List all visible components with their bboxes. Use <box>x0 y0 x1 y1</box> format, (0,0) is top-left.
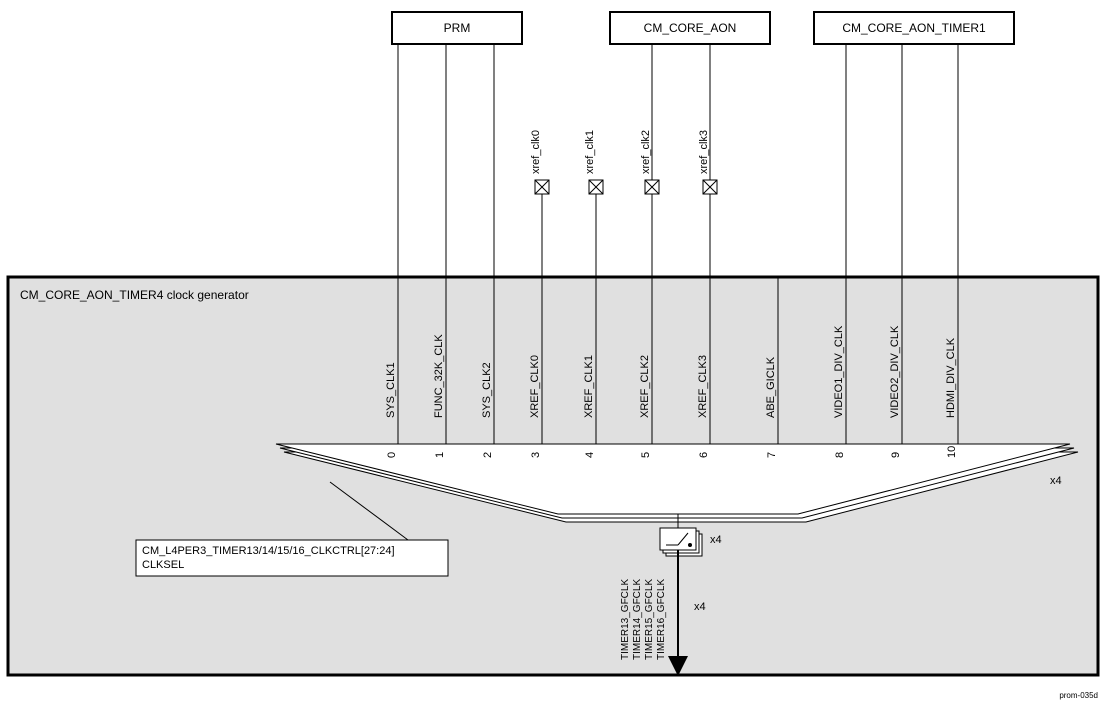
svg-text:CM_CORE_AON: CM_CORE_AON <box>644 21 737 35</box>
svg-text:4: 4 <box>584 452 596 458</box>
svg-text:5: 5 <box>640 452 652 458</box>
clk-label-2: SYS_CLK2 <box>481 362 493 418</box>
generator-title: CM_CORE_AON_TIMER4 clock generator <box>20 288 249 302</box>
output-label-1: TIMER14_GFCLK <box>632 579 643 660</box>
svg-text:10: 10 <box>946 446 958 458</box>
clk-label-8: VIDEO1_DIV_CLK <box>833 325 845 418</box>
clk-label-5: XREF_CLK2 <box>639 355 651 418</box>
figure-id: prom-035d <box>1059 691 1098 700</box>
mux-x4-label: x4 <box>1050 475 1062 487</box>
svg-text:xref_clk2: xref_clk2 <box>640 130 652 174</box>
clock-diagram: CM_CORE_AON_TIMER4 clock generator PRM CM… <box>0 0 1106 704</box>
svg-text:2: 2 <box>482 452 494 458</box>
svg-text:1: 1 <box>434 452 446 458</box>
output-label-3: TIMER16_GFCLK <box>656 579 667 660</box>
clk-label-9: VIDEO2_DIV_CLK <box>889 325 901 418</box>
svg-text:0: 0 <box>386 452 398 458</box>
svg-text:6: 6 <box>698 452 710 458</box>
clk-label-4: XREF_CLK1 <box>583 355 595 418</box>
clk-label-10: HDMI_DIV_CLK <box>945 337 957 418</box>
svg-text:CM_CORE_AON_TIMER1: CM_CORE_AON_TIMER1 <box>842 21 986 35</box>
svg-text:xref_clk3: xref_clk3 <box>698 130 710 174</box>
clk-label-6: XREF_CLK3 <box>697 355 709 418</box>
svg-text:PRM: PRM <box>444 21 471 35</box>
clk-label-1: FUNC_32K_CLK <box>433 334 445 418</box>
svg-text:x4: x4 <box>710 534 722 546</box>
svg-text:3: 3 <box>530 452 542 458</box>
clk-label-7: ABE_GICLK <box>765 356 777 418</box>
svg-text:8: 8 <box>834 452 846 458</box>
clk-label-0: SYS_CLK1 <box>385 362 397 418</box>
output-label-0: TIMER13_GFCLK <box>620 579 631 660</box>
svg-text:x4: x4 <box>694 601 706 613</box>
clksel-reg-field: CM_L4PER3_TIMER13/14/15/16_CLKCTRL[27:24… <box>142 545 395 557</box>
clk-label-3: XREF_CLK0 <box>529 355 541 418</box>
svg-text:9: 9 <box>890 452 902 458</box>
svg-text:xref_clk1: xref_clk1 <box>584 130 596 174</box>
svg-text:7: 7 <box>766 452 778 458</box>
clksel-reg-name: CLKSEL <box>142 559 184 571</box>
output-label-2: TIMER15_GFCLK <box>644 579 655 660</box>
svg-text:xref_clk0: xref_clk0 <box>530 130 542 174</box>
